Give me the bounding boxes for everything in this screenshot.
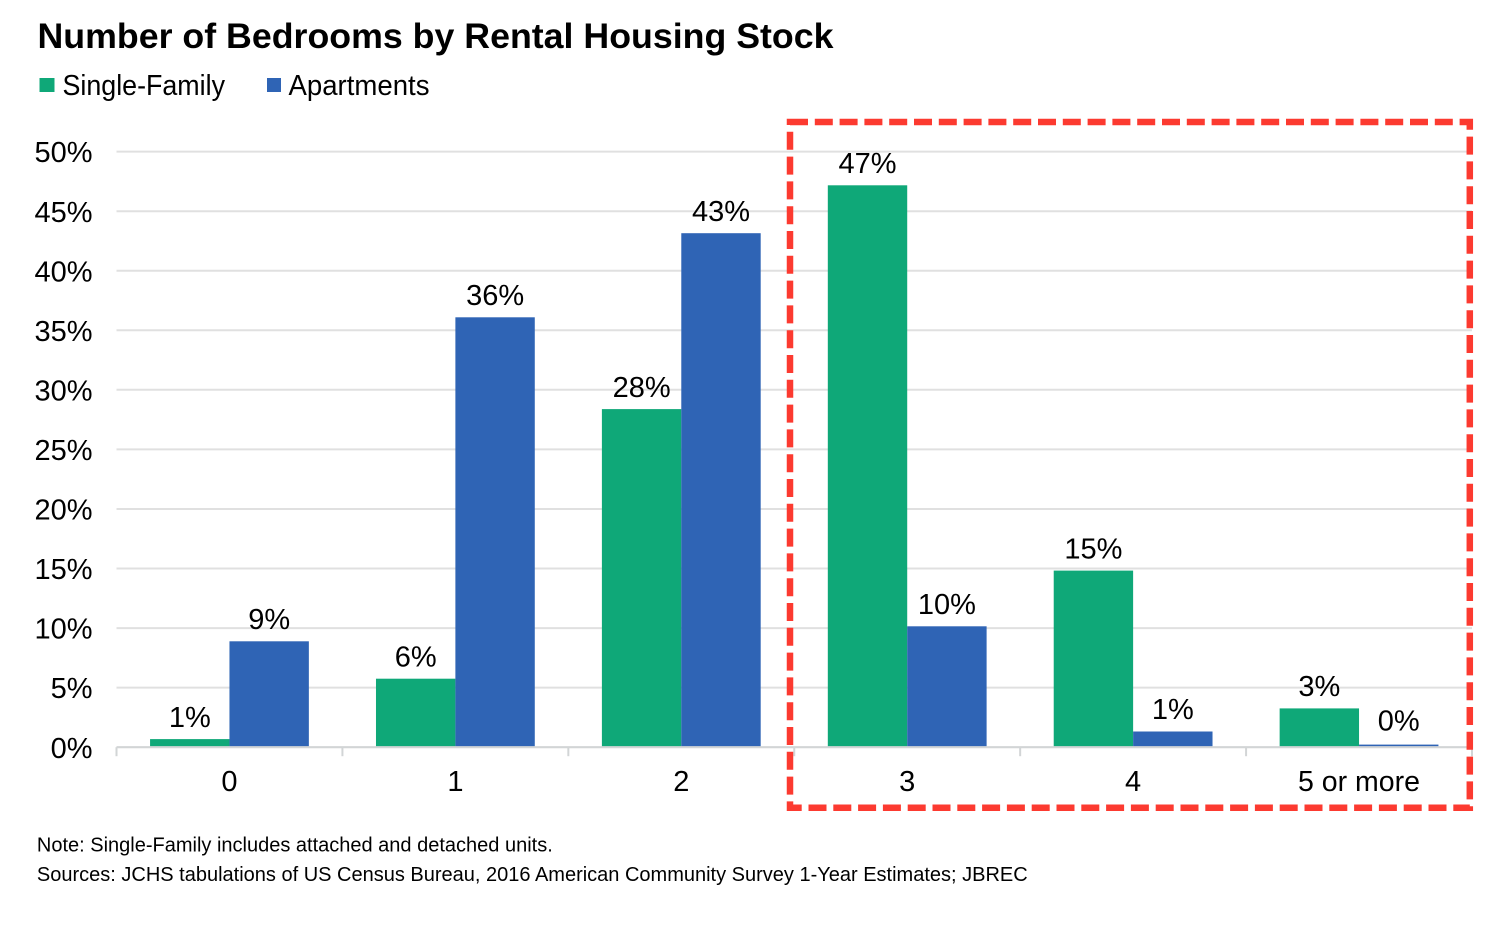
svg-text:3%: 3% [1298, 671, 1340, 703]
svg-text:15%: 15% [34, 554, 92, 586]
svg-text:30%: 30% [34, 375, 92, 407]
svg-text:5 or more: 5 or more [1298, 766, 1420, 798]
svg-text:3: 3 [899, 766, 915, 798]
svg-text:Number of Bedrooms by Rental H: Number of Bedrooms by Rental Housing Sto… [38, 16, 834, 56]
svg-text:28%: 28% [613, 372, 671, 404]
svg-text:20%: 20% [34, 495, 92, 527]
svg-text:1: 1 [447, 766, 463, 798]
svg-text:Apartments: Apartments [289, 70, 430, 102]
svg-text:9%: 9% [248, 604, 290, 636]
svg-text:10%: 10% [918, 589, 976, 621]
svg-text:Sources: JCHS tabulations of U: Sources: JCHS tabulations of US Census B… [37, 864, 1028, 886]
svg-text:Single-Family: Single-Family [63, 70, 226, 102]
svg-text:47%: 47% [838, 148, 896, 180]
svg-text:40%: 40% [34, 256, 92, 288]
svg-text:Note: Single-Family includes a: Note: Single-Family includes attached an… [37, 834, 553, 856]
svg-text:2: 2 [673, 766, 689, 798]
svg-text:15%: 15% [1064, 533, 1122, 565]
svg-text:1%: 1% [169, 702, 211, 734]
svg-text:0%: 0% [1378, 706, 1420, 738]
svg-text:1%: 1% [1152, 694, 1194, 726]
svg-text:43%: 43% [692, 196, 750, 228]
svg-text:6%: 6% [395, 641, 437, 673]
svg-text:10%: 10% [34, 614, 92, 646]
svg-text:35%: 35% [34, 316, 92, 348]
svg-text:45%: 45% [34, 197, 92, 229]
svg-text:25%: 25% [34, 435, 92, 467]
svg-text:36%: 36% [466, 280, 524, 312]
svg-text:0%: 0% [51, 733, 93, 765]
svg-text:4: 4 [1125, 766, 1141, 798]
svg-text:0: 0 [221, 766, 237, 798]
svg-text:50%: 50% [34, 137, 92, 169]
svg-text:5%: 5% [51, 673, 93, 705]
